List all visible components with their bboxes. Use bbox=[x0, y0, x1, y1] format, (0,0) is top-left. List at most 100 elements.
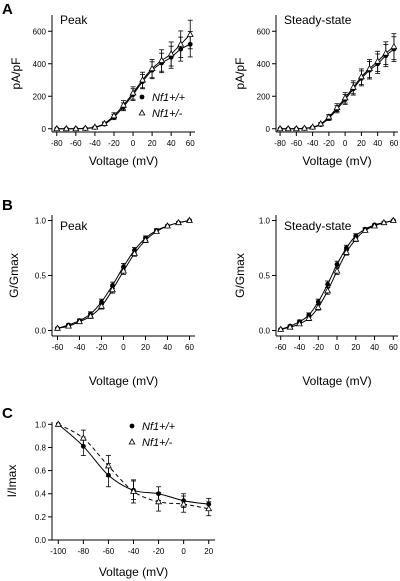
panel-title: Peak bbox=[60, 13, 88, 27]
x-tick-label: -60 bbox=[70, 139, 82, 148]
data-point bbox=[342, 248, 350, 255]
x-tick-label: -60 bbox=[291, 139, 303, 148]
data-point bbox=[295, 320, 303, 327]
x-axis-title: Voltage (mV) bbox=[99, 565, 168, 579]
x-tick-label: -60 bbox=[275, 343, 287, 352]
y-tick-label: 1.0 bbox=[35, 217, 47, 226]
data-point bbox=[341, 94, 349, 101]
data-point bbox=[205, 504, 213, 512]
data-point bbox=[79, 434, 87, 441]
x-tick-label: -40 bbox=[89, 139, 101, 148]
legend-label: Nf1+/- bbox=[152, 108, 183, 120]
y-tick-label: 200 bbox=[33, 92, 47, 101]
x-tick-label: -60 bbox=[52, 343, 64, 352]
x-axis-title: Voltage (mV) bbox=[302, 154, 371, 168]
data-point bbox=[334, 262, 340, 267]
data-point bbox=[148, 64, 156, 72]
data-point bbox=[324, 287, 332, 294]
x-tick-label: 0 bbox=[131, 139, 136, 148]
panel-letter-c: C bbox=[2, 405, 13, 422]
x-tick-label: -40 bbox=[128, 547, 140, 556]
y-tick-label: 0.6 bbox=[35, 467, 47, 476]
y-tick-label: 400 bbox=[257, 60, 271, 69]
x-tick-label: -40 bbox=[294, 343, 306, 352]
data-point bbox=[276, 124, 284, 132]
data-point bbox=[81, 124, 89, 131]
data-point bbox=[120, 267, 127, 274]
x-tick-label: 0 bbox=[335, 343, 340, 352]
data-point bbox=[91, 123, 99, 130]
data-point bbox=[54, 324, 61, 331]
x-tick-label: -20 bbox=[153, 547, 165, 556]
data-point bbox=[325, 281, 331, 287]
data-point bbox=[309, 123, 317, 130]
data-point bbox=[175, 218, 182, 226]
y-axis-title: pA/pF bbox=[233, 57, 247, 89]
data-point bbox=[286, 323, 294, 330]
data-point bbox=[390, 42, 398, 50]
data-point bbox=[352, 235, 360, 242]
data-point bbox=[333, 103, 341, 111]
data-point bbox=[98, 302, 105, 309]
data-point bbox=[120, 101, 127, 108]
y-tick-label: 1.0 bbox=[259, 217, 271, 226]
x-tick-label: -20 bbox=[323, 139, 335, 148]
data-point bbox=[142, 236, 149, 243]
x-tick-label: 20 bbox=[357, 139, 366, 148]
panel-title: Steady-state bbox=[284, 219, 352, 233]
y-tick-label: 0 bbox=[42, 125, 47, 134]
data-point bbox=[155, 498, 163, 505]
legend-marker bbox=[128, 438, 136, 445]
data-point bbox=[366, 64, 374, 72]
data-point bbox=[110, 111, 118, 119]
series-2 bbox=[277, 216, 397, 332]
data-point bbox=[357, 72, 365, 80]
chart-5: -100 -80 -60 -40 -20 0 20 0.0 0.2 0.4 0.6 0.8 1.0 Vol… bbox=[5, 420, 215, 579]
y-tick-label: 0.4 bbox=[35, 490, 47, 499]
data-point bbox=[131, 249, 138, 256]
data-point bbox=[317, 120, 325, 127]
panel-title: Peak bbox=[60, 219, 88, 233]
data-point bbox=[180, 500, 188, 507]
data-point bbox=[361, 226, 369, 233]
data-point bbox=[343, 245, 349, 251]
data-point bbox=[382, 49, 390, 56]
y-tick-label: 0.5 bbox=[259, 272, 271, 281]
y-axis-title: G/Gmax bbox=[233, 253, 247, 298]
x-tick-label: 60 bbox=[186, 139, 195, 148]
data-point bbox=[349, 83, 357, 90]
data-point bbox=[389, 216, 397, 223]
series-1 bbox=[278, 218, 396, 332]
y-tick-label: 0.2 bbox=[35, 513, 47, 522]
x-tick-label: -80 bbox=[51, 139, 63, 148]
x-tick-label: -40 bbox=[74, 343, 86, 352]
series-2 bbox=[276, 33, 398, 132]
x-tick-label: -20 bbox=[96, 343, 108, 352]
chart-3: -60 -40 -20 0 20 40 60 0.0 0.5 1.0 Voltage (mV) G/G… bbox=[7, 215, 195, 388]
data-point bbox=[109, 285, 116, 293]
y-tick-label: 600 bbox=[257, 27, 271, 36]
y-tick-label: 0 bbox=[266, 125, 271, 134]
data-point bbox=[314, 303, 322, 310]
x-tick-label: 20 bbox=[148, 139, 157, 148]
x-tick-label: 20 bbox=[351, 343, 360, 352]
x-tick-label: -20 bbox=[312, 343, 324, 352]
y-tick-label: 1.0 bbox=[35, 420, 47, 429]
x-axis-title: Voltage (mV) bbox=[302, 374, 371, 388]
fit-curve bbox=[280, 220, 394, 330]
data-point bbox=[325, 113, 333, 120]
x-tick-label: 40 bbox=[163, 343, 172, 352]
x-tick-label: 40 bbox=[373, 139, 382, 148]
x-tick-label: -80 bbox=[274, 139, 286, 148]
data-point bbox=[158, 56, 166, 63]
x-tick-label: 0 bbox=[343, 139, 348, 148]
data-point bbox=[167, 50, 175, 57]
legend-marker bbox=[129, 423, 135, 429]
panel-letter-b: B bbox=[2, 197, 13, 214]
y-axis-title: I/Imax bbox=[5, 465, 19, 498]
data-point bbox=[177, 40, 185, 47]
x-tick-label: -80 bbox=[78, 547, 90, 556]
series-2 bbox=[53, 19, 194, 132]
x-tick-label: 40 bbox=[370, 343, 379, 352]
